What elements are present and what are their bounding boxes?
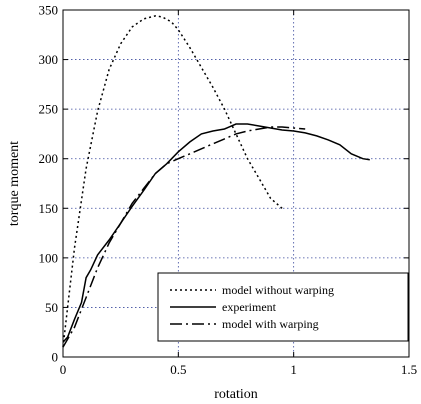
y-tick-label: 150 [39, 201, 59, 216]
plot-frame [62, 9, 410, 358]
series-line [62, 15, 283, 348]
x-tick-label: 1 [290, 362, 297, 377]
y-tick-label: 0 [52, 350, 59, 365]
series-group [62, 15, 370, 348]
y-tick-label: 350 [39, 3, 59, 18]
x-tick-label: 0 [60, 362, 67, 377]
y-tick-label: 100 [39, 250, 59, 265]
x-tick-label: 1.5 [401, 362, 417, 377]
series-line [62, 126, 306, 348]
legend-label: model with warping [222, 317, 319, 331]
x-axis-title: rotation [214, 387, 258, 402]
legend-label: experiment [222, 300, 277, 314]
y-tick-label: 250 [39, 102, 59, 117]
y-tick-label: 300 [39, 52, 59, 67]
y-tick-label: 200 [39, 151, 59, 166]
y-axis-title: torque moment [7, 141, 22, 226]
legend-label: model without warping [222, 283, 334, 297]
series-line [62, 123, 370, 343]
x-tick-label: 0.5 [170, 362, 186, 377]
legend: model without warping experiment model wit… [157, 272, 409, 342]
y-tick-label: 50 [45, 300, 58, 315]
